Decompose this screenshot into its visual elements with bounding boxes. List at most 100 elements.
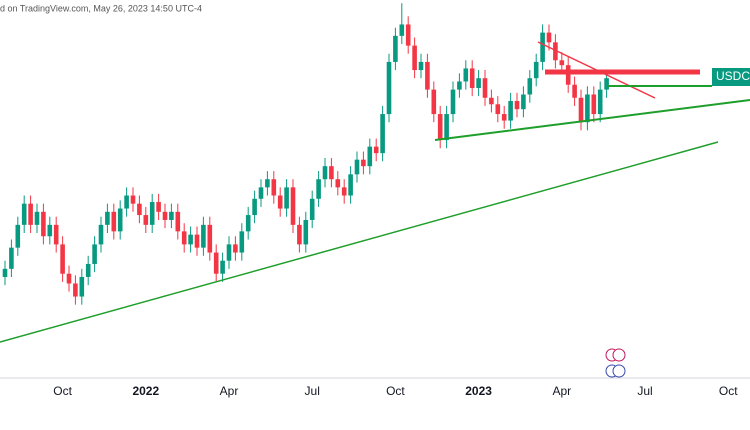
candle-body [2, 268, 8, 277]
candle-body [469, 68, 475, 88]
candle-body [489, 97, 494, 105]
x-tick-label: 2022 [132, 384, 159, 398]
candle-body [98, 224, 104, 245]
candle-body [565, 65, 571, 85]
candle-body [322, 166, 328, 180]
candle-body [194, 234, 200, 248]
candle-body [399, 24, 405, 36]
candle-body [437, 114, 443, 141]
candle-body [137, 203, 142, 216]
candle-body [290, 187, 296, 225]
trend-line [0, 141, 719, 343]
candle-body [540, 32, 545, 62]
candle-body [591, 94, 597, 115]
candle-body [245, 215, 251, 232]
candle-body [418, 61, 424, 71]
x-tick-label: Oct [386, 384, 405, 398]
candle-body [361, 159, 366, 167]
candle-body [188, 234, 193, 245]
candle-body [105, 211, 110, 225]
candle-body [284, 187, 289, 209]
candle-body [335, 179, 341, 188]
candle-body [92, 244, 97, 264]
candle-body [393, 35, 398, 62]
candle-body [348, 174, 353, 196]
candle-body [226, 244, 232, 261]
candle-body [15, 224, 21, 248]
event-icon[interactable] [612, 348, 626, 362]
candle-body [405, 24, 411, 46]
candle-body [457, 81, 462, 90]
x-tick-label: Apr [552, 384, 571, 398]
candle-body [463, 68, 469, 82]
header-text: d on TradingView.com, May 26, 2023 14:50… [0, 3, 202, 13]
candle-body [572, 84, 577, 98]
candle-body [482, 78, 488, 98]
candle-body [508, 101, 513, 121]
candle-body [341, 187, 347, 196]
x-tick-label: Oct [53, 384, 72, 398]
candle-body [28, 203, 33, 225]
candle-body [501, 114, 507, 121]
candle-body [553, 42, 558, 61]
candle-body [9, 247, 14, 269]
candle-body [380, 114, 385, 154]
candle-body [303, 219, 309, 245]
candle-body [444, 114, 449, 141]
candle-body [85, 263, 91, 277]
candle-body [41, 211, 46, 237]
candle-body [297, 224, 302, 245]
x-tick-label: Oct [719, 384, 738, 398]
candle-body [578, 97, 584, 123]
candle-body [450, 89, 456, 115]
candle-body [527, 78, 533, 95]
candle-body [252, 198, 257, 216]
candle-body [111, 211, 117, 232]
candle-body [412, 45, 417, 71]
candle-body [53, 224, 59, 245]
candle-body [162, 211, 168, 220]
candle-body [258, 187, 264, 199]
candle-body [309, 198, 315, 220]
x-tick-label: Apr [220, 384, 239, 398]
candle-body [265, 179, 270, 188]
candle-body [585, 94, 590, 123]
candle-body [386, 61, 392, 115]
candle-body [220, 260, 225, 274]
candle-body [21, 203, 27, 225]
candle-body [354, 159, 360, 175]
candle-body [201, 224, 206, 248]
candle-body [73, 283, 78, 297]
candle-body [175, 211, 181, 232]
candle-body [521, 94, 526, 110]
candle-body [117, 208, 123, 232]
x-tick-label: Jul [305, 384, 320, 398]
candle-body [476, 78, 481, 88]
candle-body [239, 231, 245, 253]
candle-body [149, 202, 155, 225]
candle-body [34, 211, 40, 225]
candle-body [373, 146, 379, 154]
event-icon[interactable] [612, 364, 626, 378]
candle-body [495, 104, 501, 115]
candle-body [367, 146, 373, 167]
candle-body [156, 202, 161, 212]
candle-body [329, 166, 334, 180]
symbol-tag-label: USDCAD [716, 69, 750, 83]
candle-body [431, 89, 437, 115]
candle-body [604, 78, 609, 90]
candle-body [597, 89, 603, 115]
candle-body [271, 179, 277, 196]
candle-body [130, 195, 136, 204]
symbol-tag [712, 68, 750, 86]
candle-body [66, 273, 72, 284]
candle-body [181, 231, 187, 245]
candle-body [143, 215, 149, 225]
candle-body [316, 179, 321, 199]
candle-body [559, 60, 565, 66]
candle-body [169, 211, 174, 220]
candle-body [79, 276, 85, 297]
x-tick-label: 2023 [465, 384, 492, 398]
candle-body [124, 195, 129, 209]
